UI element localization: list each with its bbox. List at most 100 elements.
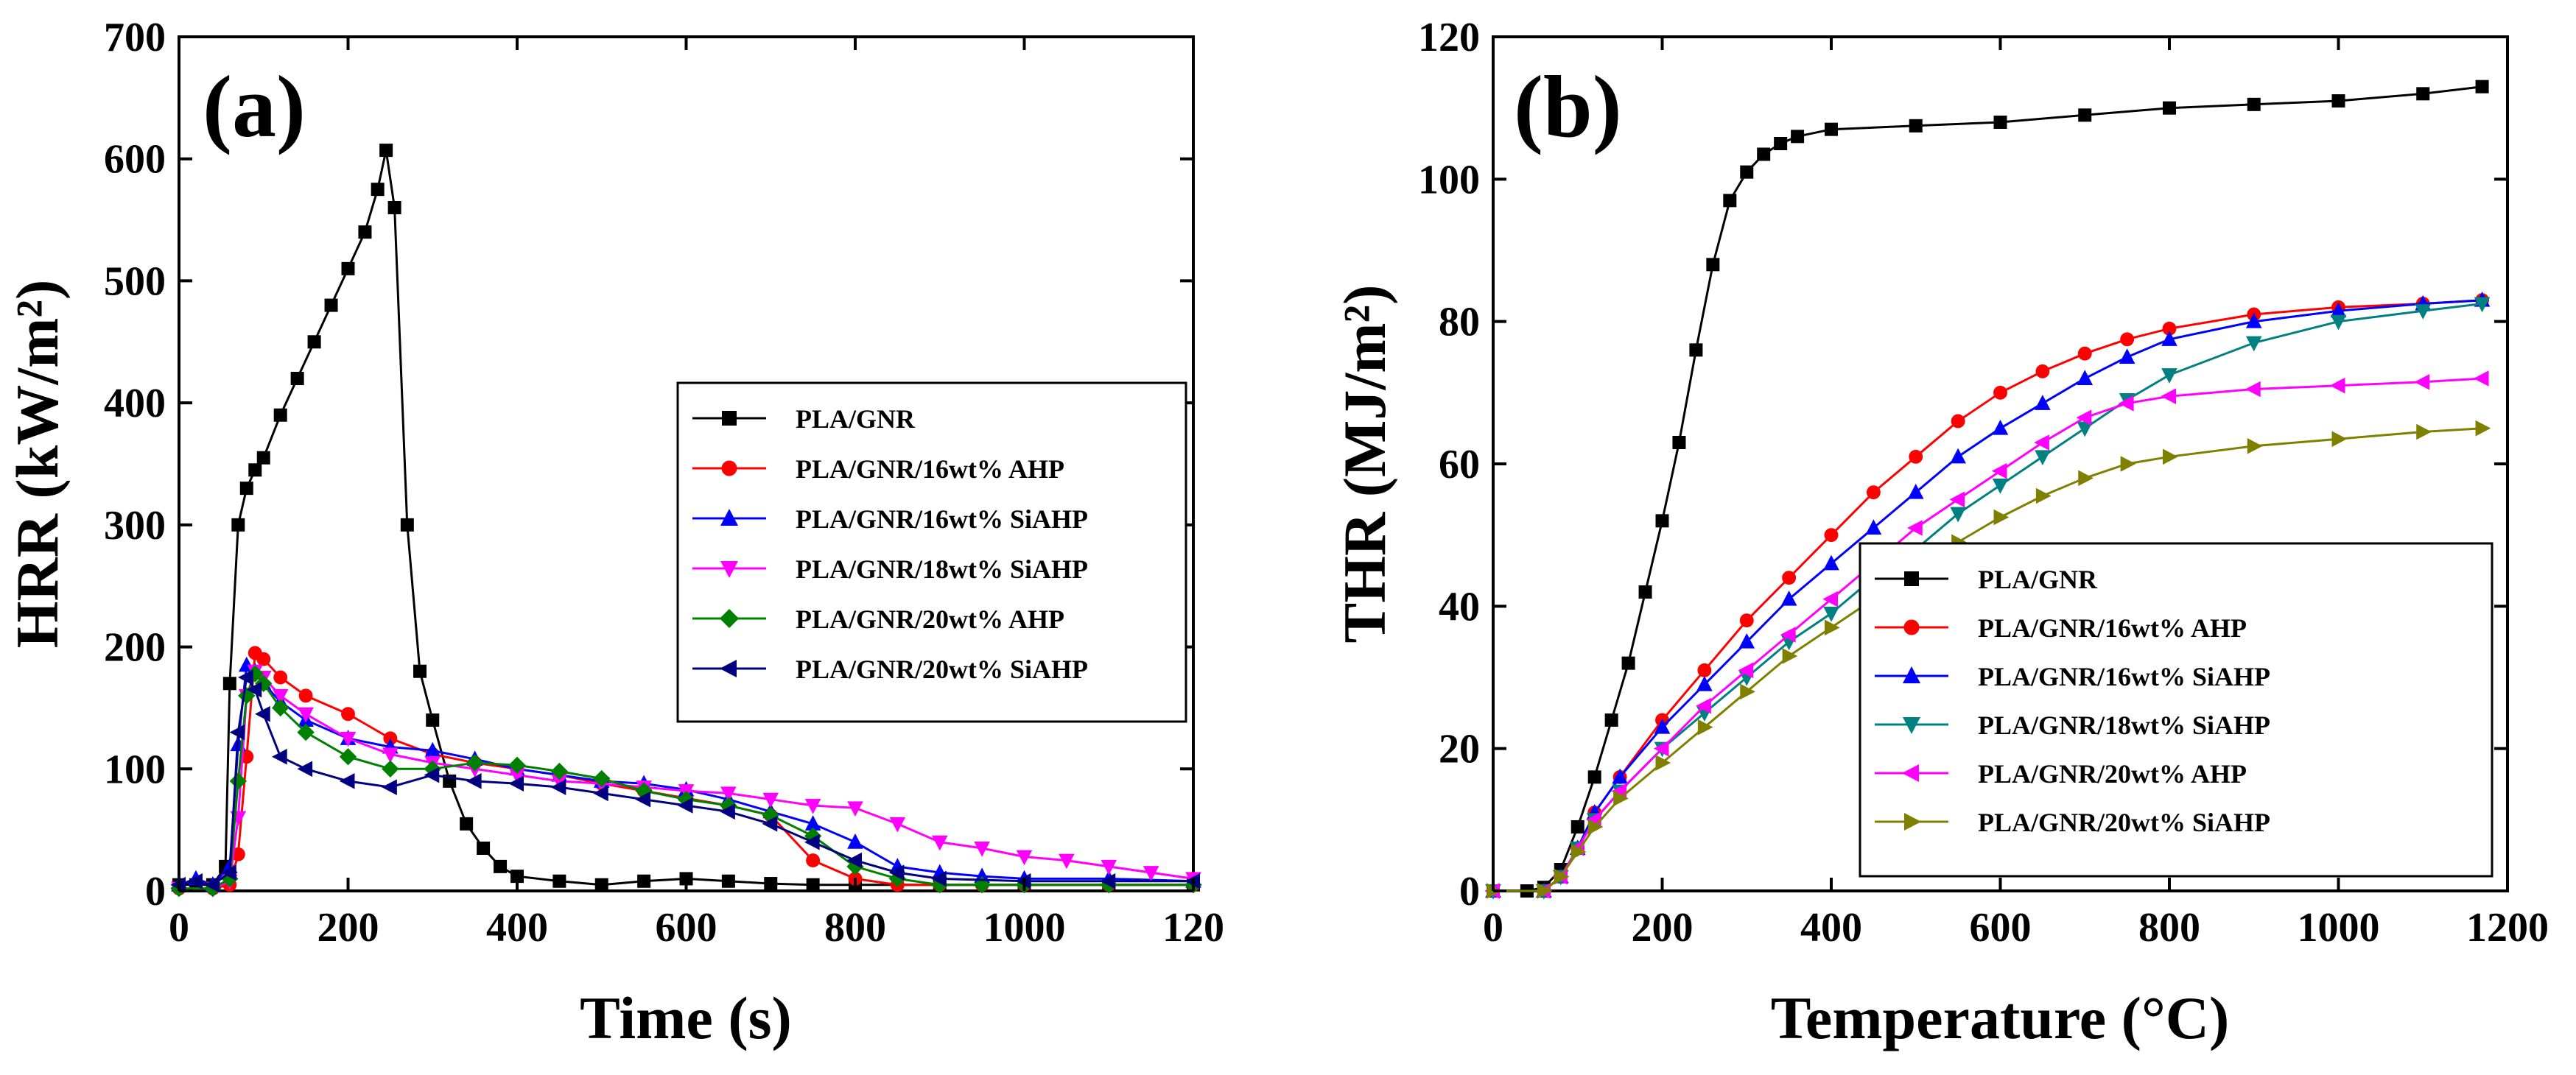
panel-a-data-point bbox=[290, 372, 304, 385]
panel-a-data-point bbox=[889, 817, 906, 833]
panel-a-data-point bbox=[931, 870, 947, 887]
panel-a-legend-marker bbox=[720, 660, 737, 677]
panel-b-data-point bbox=[2245, 336, 2262, 352]
panel-b-data-point bbox=[1991, 462, 2007, 479]
panel-b-data-point bbox=[1613, 790, 1629, 807]
panel-a-data-point bbox=[888, 864, 905, 881]
panel-a-x-tick-label: 1000 bbox=[983, 905, 1066, 951]
panel-b-data-point bbox=[2118, 395, 2134, 412]
panel-a-data-point bbox=[387, 201, 401, 214]
panel-b-x-tick-label: 1000 bbox=[2298, 905, 2380, 951]
panel-b-data-point bbox=[1993, 116, 2007, 129]
panel-b-data-point bbox=[1655, 514, 1669, 528]
panel-b-data-point bbox=[2245, 381, 2261, 398]
panel-a-legend-marker bbox=[721, 460, 737, 476]
panel-a-data-point bbox=[231, 518, 245, 532]
panel-b-data-point bbox=[2247, 97, 2261, 111]
panel-a-data-point bbox=[1101, 859, 1117, 875]
panel-b-data-point bbox=[1570, 820, 1584, 833]
panel-b-data-point bbox=[1950, 448, 1966, 464]
panel-b-x-tick-label: 800 bbox=[2138, 905, 2200, 951]
panel-b-data-point bbox=[2473, 370, 2489, 387]
panel-a-data-point bbox=[239, 482, 253, 496]
panel-b-data-point bbox=[1825, 619, 1840, 636]
panel-a-data-point bbox=[379, 144, 393, 158]
panel-b-data-point bbox=[2120, 456, 2136, 472]
panel-a-data-point bbox=[677, 791, 695, 808]
panel-b-data-point bbox=[1655, 755, 1671, 771]
panel-a-data-point bbox=[297, 723, 315, 741]
panel-b-data-point bbox=[1554, 868, 1570, 885]
panel-b-data-point bbox=[2119, 348, 2135, 364]
panel-a-data-point bbox=[509, 768, 525, 784]
panel-a-data-point bbox=[550, 779, 566, 795]
panel-a-legend-label: PLA/GNR/16wt% SiAHP bbox=[796, 504, 1088, 534]
panel-a-data-point bbox=[307, 335, 321, 349]
panel-a-data-point bbox=[187, 873, 203, 889]
panel-b-data-point bbox=[1825, 122, 1838, 136]
panel-b-data-point bbox=[2163, 448, 2178, 465]
panel-a-data-point bbox=[424, 766, 440, 783]
panel-b-data-point bbox=[2330, 314, 2347, 331]
panel-b-data-point bbox=[1697, 663, 1712, 677]
panel-a-data-point bbox=[298, 688, 313, 703]
panel-b-data-point bbox=[1909, 119, 1923, 133]
panel-a-data-point bbox=[382, 760, 399, 778]
panel-a-y-tick-label: 400 bbox=[104, 381, 166, 426]
panel-b-data-point bbox=[2077, 370, 2094, 385]
panel-b-data-point bbox=[2035, 450, 2051, 466]
panel-a-data-point bbox=[931, 835, 948, 851]
panel-b-legend-label: PLA/GNR/18wt% SiAHP bbox=[1978, 711, 2270, 740]
panel-b-y-tick-label: 120 bbox=[1418, 15, 1480, 60]
panel-a-data-point bbox=[382, 747, 399, 764]
panel-a-data-point bbox=[635, 782, 653, 800]
panel-a-data-point bbox=[229, 772, 248, 790]
panel-a-data-point bbox=[593, 785, 608, 802]
panel-a-data-point bbox=[1143, 866, 1159, 881]
panel-b-data-point bbox=[1951, 414, 1965, 429]
panel-a-x-tick-label: 600 bbox=[656, 905, 717, 951]
panel-a-data-point bbox=[764, 877, 778, 891]
panel-b-data-point bbox=[2475, 80, 2489, 94]
panel-b-y-tick-label: 60 bbox=[1439, 442, 1480, 487]
panel-a-data-point bbox=[888, 870, 907, 888]
panel-b-data-point bbox=[2414, 374, 2430, 390]
panel-a-data-point bbox=[721, 874, 735, 888]
panel-b-data-point bbox=[1612, 768, 1628, 784]
panel-b-data-point bbox=[1587, 770, 1601, 784]
panel-a-data-point bbox=[339, 748, 357, 766]
panel-a-data-point bbox=[804, 815, 821, 831]
panel-b-data-point bbox=[1949, 491, 1965, 508]
panel-b-data-point bbox=[1638, 585, 1652, 599]
panel-b-data-point bbox=[1993, 385, 2007, 400]
panel-b-y-tick-label: 20 bbox=[1439, 727, 1480, 772]
panel-a-legend-marker bbox=[720, 561, 738, 578]
panel-a-y-tick-label: 500 bbox=[104, 258, 166, 304]
panel-a-data-point bbox=[221, 870, 239, 888]
panel-b-legend-marker bbox=[1904, 813, 1921, 831]
panel-a-data-point bbox=[762, 792, 779, 808]
panel-b-data-point bbox=[2330, 302, 2347, 318]
panel-b-data-point bbox=[2161, 368, 2177, 384]
panel-a-data-point bbox=[720, 803, 735, 820]
panel-a-data-point bbox=[413, 664, 427, 678]
panel-b-data-point bbox=[2077, 346, 2092, 361]
panel-b-legend-marker bbox=[1904, 571, 1919, 586]
panel-b-data-point bbox=[1696, 675, 1713, 691]
panel-b-data-point bbox=[2475, 420, 2491, 437]
panel-b-data-point bbox=[1822, 591, 1838, 607]
panel-b-data-point bbox=[1992, 479, 2009, 494]
panel-b-x-tick-label: 1200 bbox=[2466, 905, 2549, 951]
panel-b-legend-label: PLA/GNR bbox=[1978, 565, 2098, 594]
panel-a-y-tick-label: 100 bbox=[104, 747, 166, 792]
panel-a-data-point bbox=[494, 859, 508, 873]
panel-a-series-line bbox=[178, 674, 1193, 887]
panel-b-legend-marker bbox=[1902, 764, 1919, 782]
panel-a-data-point bbox=[466, 754, 484, 772]
panel-a-data-point bbox=[804, 799, 821, 814]
panel-b-legend-label: PLA/GNR/16wt% AHP bbox=[1978, 613, 2247, 643]
panel-b-data-point bbox=[2035, 487, 2052, 504]
panel-a-data-point bbox=[221, 864, 236, 881]
panel-a-data-point bbox=[248, 463, 262, 477]
panel-b-data-point bbox=[2078, 470, 2094, 487]
